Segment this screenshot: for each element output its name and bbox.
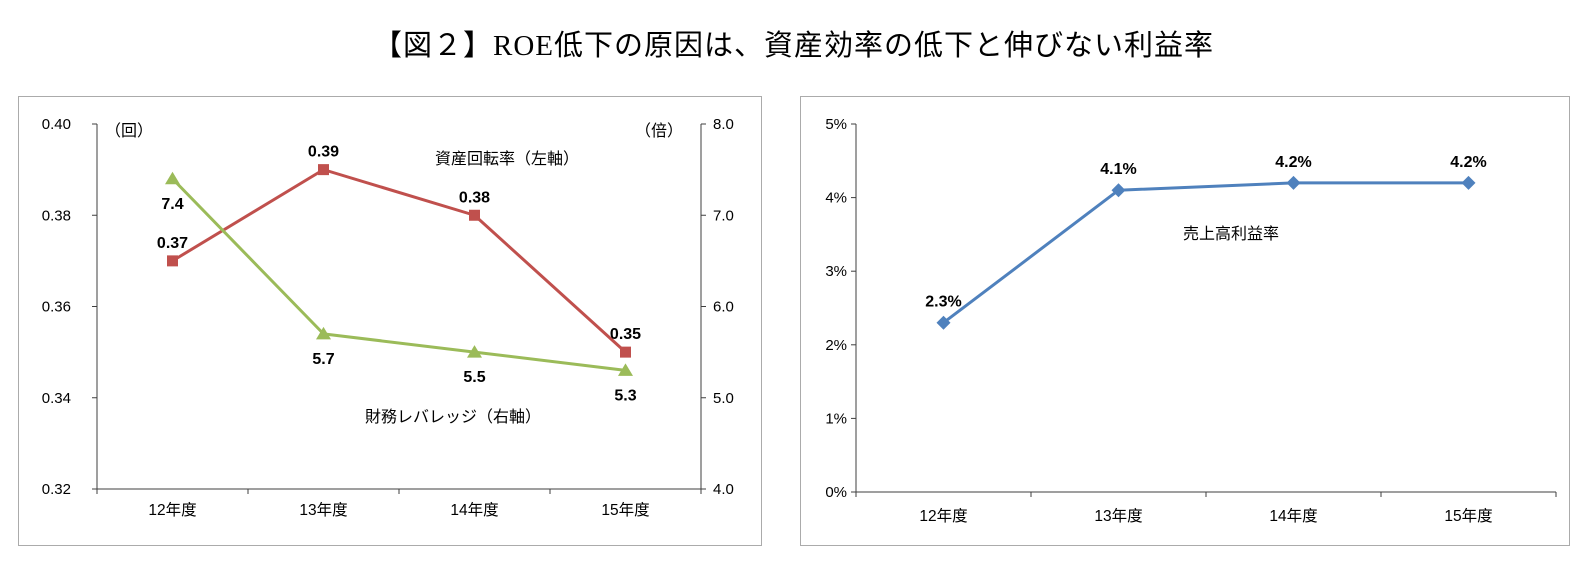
point-label: 0.39 (308, 144, 339, 161)
point-label: 2.3% (925, 294, 961, 311)
point-label: 4.2% (1275, 154, 1311, 171)
point-label: 5.5 (463, 369, 485, 386)
square-marker (318, 164, 329, 176)
y-tick-label: 4% (825, 190, 847, 207)
profit-margin-chart-panel: 5% 4% 3% 2% 1% 0% 12年度 13年度 14年度 15年度 2.3% 4.1% 4.2%… (800, 96, 1570, 546)
square-marker (620, 346, 631, 358)
point-label: 0.35 (610, 326, 641, 343)
series-line (171, 177, 626, 372)
y2-tick-label: 5.0 (713, 390, 734, 407)
y-tick-label: 0.36 (42, 299, 71, 316)
y2-tick-label: 8.0 (713, 116, 734, 133)
x-category-label: 15年度 (1444, 507, 1492, 525)
point-label: 5.7 (312, 351, 334, 368)
series-line (942, 181, 1469, 324)
right-axis-unit-label: （倍） (635, 122, 683, 140)
triangle-marker (165, 171, 180, 185)
x-category-label: 15年度 (601, 501, 649, 519)
y-tick-label: 1% (825, 410, 847, 427)
y2-tick-label: 4.0 (713, 481, 734, 498)
y-tick-label: 3% (825, 263, 847, 280)
point-label: 5.3 (614, 387, 636, 404)
series-name-label: 資産回転率（左軸） (435, 150, 579, 168)
series-name-label: 財務レバレッジ（右軸） (365, 408, 541, 426)
y2-tick-label: 6.0 (713, 299, 734, 316)
series-name-label: 売上高利益率 (1183, 225, 1279, 243)
x-category-label: 12年度 (148, 501, 196, 519)
point-label: 4.1% (1100, 161, 1136, 178)
point-label: 0.37 (157, 235, 188, 252)
y-tick-label: 0.34 (42, 390, 71, 407)
y-tick-label: 0.38 (42, 207, 71, 224)
diamond-marker (1111, 183, 1126, 198)
left-axis-unit-label: （回） (105, 122, 153, 140)
dupont-decomposition-chart-svg: 0.40 0.38 0.36 0.34 0.32 8.0 7.0 6.0 5.0 4.0 12年度 1… (42, 116, 734, 519)
y-tick-label: 2% (825, 337, 847, 354)
point-label: 0.38 (459, 189, 490, 206)
square-marker (469, 209, 480, 221)
x-category-label: 14年度 (1269, 507, 1317, 525)
triangle-marker (316, 326, 331, 340)
x-category-label: 14年度 (450, 501, 498, 519)
triangle-marker (467, 345, 482, 358)
y2-tick-label: 7.0 (713, 207, 734, 224)
diamond-marker (1461, 175, 1476, 190)
x-category-label: 13年度 (299, 501, 347, 519)
square-marker (167, 255, 178, 267)
diamond-marker (1286, 175, 1301, 190)
series-line (171, 168, 627, 354)
y-tick-label: 5% (825, 116, 847, 133)
triangle-marker (618, 363, 633, 376)
asset-turnover-leverage-chart-panel: 0.40 0.38 0.36 0.34 0.32 8.0 7.0 6.0 5.0 4.0 12年度 1… (18, 96, 762, 546)
sales-profit-margin-chart-svg: 5% 4% 3% 2% 1% 0% 12年度 13年度 14年度 15年度 2.3% 4.1% 4.2%… (825, 116, 1557, 525)
x-category-label: 12年度 (919, 507, 967, 525)
figure-title: 【図２】ROE低下の原因は、資産効率の低下と伸びない利益率 (372, 30, 1214, 62)
x-category-label: 13年度 (1094, 507, 1142, 525)
point-label: 7.4 (161, 196, 183, 213)
diamond-marker (936, 315, 951, 330)
point-label: 4.2% (1450, 154, 1486, 171)
y-tick-label: 0% (825, 484, 847, 501)
y-tick-label: 0.40 (42, 116, 71, 133)
y-tick-label: 0.32 (42, 481, 71, 498)
